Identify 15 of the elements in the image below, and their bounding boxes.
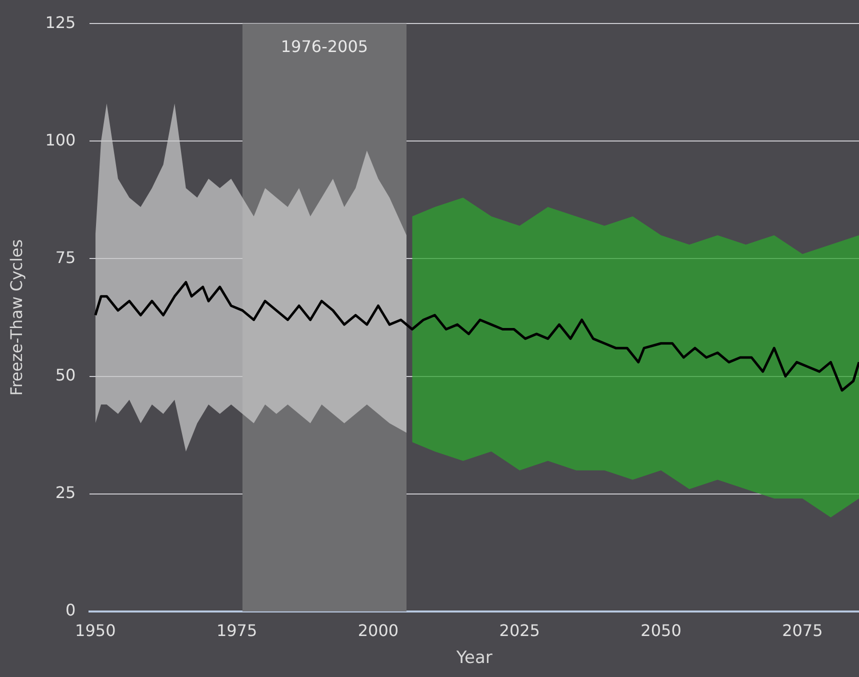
y-tick-label: 125: [45, 12, 76, 32]
x-tick-label: 2000: [358, 621, 399, 640]
x-axis-title: Year: [455, 648, 492, 668]
y-tick-label: 100: [45, 130, 76, 150]
y-tick-label: 75: [55, 248, 76, 267]
x-tick-label: 2050: [640, 621, 682, 640]
x-tick-label: 1975: [216, 621, 258, 640]
y-tick-label: 25: [55, 482, 76, 502]
x-tick-label: 2025: [499, 621, 540, 640]
x-tick-label: 2075: [782, 621, 823, 640]
band-label: 1976-2005: [280, 36, 368, 56]
y-tick-label: 0: [66, 600, 76, 620]
y-tick-label: 50: [55, 365, 76, 384]
y-axis-title: Freeze-Thaw Cycles: [6, 239, 26, 396]
x-tick-label: 1950: [75, 621, 116, 640]
